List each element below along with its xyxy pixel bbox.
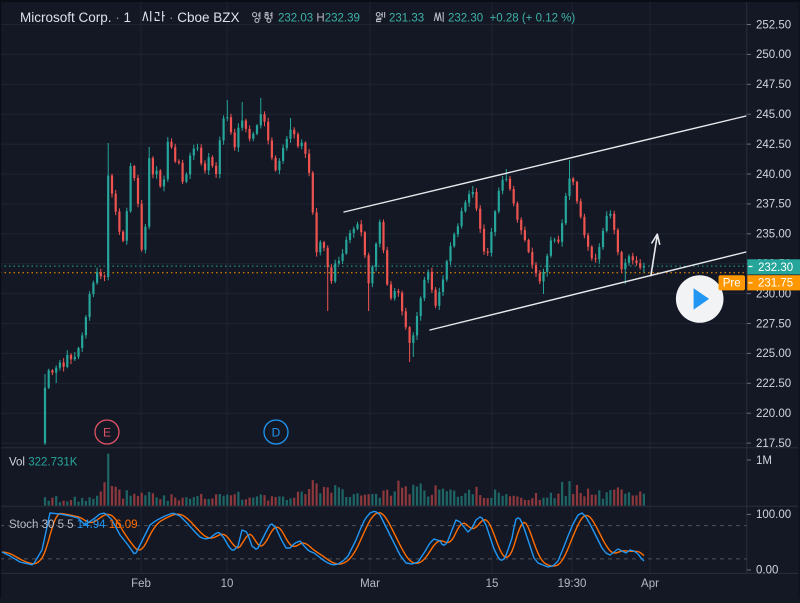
svg-text:232.30: 232.30 xyxy=(758,262,793,274)
svg-text:231.75: 231.75 xyxy=(758,278,793,290)
svg-text:245.00: 245.00 xyxy=(756,109,791,121)
svg-text:0.00: 0.00 xyxy=(756,565,778,577)
svg-text:· Cboe BZX: · Cboe BZX xyxy=(169,10,240,25)
svg-text:227.50: 227.50 xyxy=(756,318,791,330)
svg-text:E: E xyxy=(103,426,111,440)
svg-text:231.33: 231.33 xyxy=(389,13,424,25)
svg-text:235.00: 235.00 xyxy=(756,229,791,241)
svg-text:Apr: Apr xyxy=(641,578,659,590)
svg-text:1M: 1M xyxy=(756,455,772,467)
svg-text:10: 10 xyxy=(221,578,234,590)
svg-text:220.00: 220.00 xyxy=(756,408,791,420)
svg-text:Pre: Pre xyxy=(723,278,741,290)
svg-text:15: 15 xyxy=(486,578,499,590)
svg-text:Vol 322.731K: Vol 322.731K xyxy=(9,457,78,469)
svg-text:217.50: 217.50 xyxy=(756,438,791,450)
svg-text:247.50: 247.50 xyxy=(756,79,791,91)
svg-text:250.00: 250.00 xyxy=(756,49,791,61)
svg-text:225.00: 225.00 xyxy=(756,348,791,360)
svg-text:242.50: 242.50 xyxy=(756,139,791,151)
svg-text:19:30: 19:30 xyxy=(558,578,587,590)
svg-text:232.03 H232.39: 232.03 H232.39 xyxy=(278,13,360,25)
svg-text:Feb: Feb xyxy=(131,578,151,590)
svg-text:D: D xyxy=(272,426,281,440)
svg-text:232.30 +0.28 (+ 0.12 %): 232.30 +0.28 (+ 0.12 %) xyxy=(448,13,575,25)
svg-text:222.50: 222.50 xyxy=(756,378,791,390)
svg-text:Stoch 30 5 5 14.94 16.09: Stoch 30 5 5 14.94 16.09 xyxy=(9,519,138,531)
svg-text:100.00: 100.00 xyxy=(756,509,791,521)
svg-text:252.50: 252.50 xyxy=(756,19,791,31)
svg-text:230.00: 230.00 xyxy=(756,288,791,300)
svg-text:237.50: 237.50 xyxy=(756,199,791,211)
svg-text:Mar: Mar xyxy=(360,578,380,590)
svg-text:240.00: 240.00 xyxy=(756,169,791,181)
svg-text:Microsoft Corp. · 1: Microsoft Corp. · 1 xyxy=(20,10,131,25)
